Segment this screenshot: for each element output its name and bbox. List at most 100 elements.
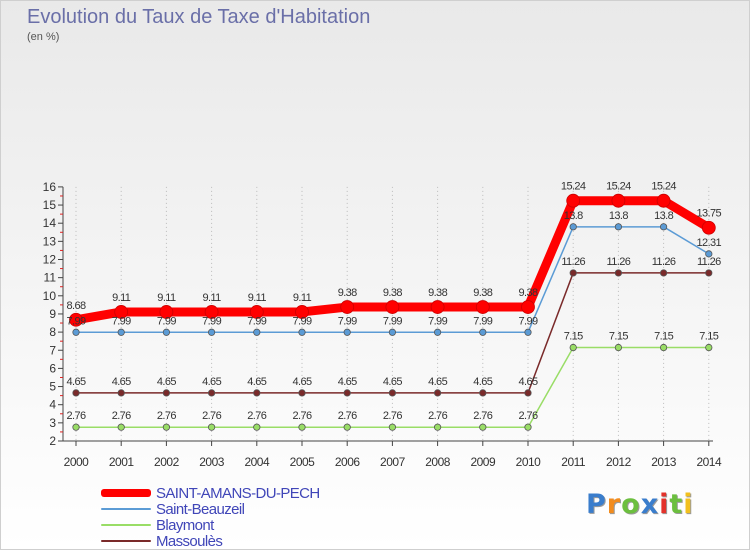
- data-label: 9.11: [293, 292, 312, 304]
- data-label: 2.76: [518, 410, 537, 422]
- data-point: [162, 328, 170, 336]
- data-label: 7.15: [609, 331, 628, 343]
- data-label: 4.65: [157, 376, 176, 388]
- data-point: [479, 389, 487, 397]
- data-point: [705, 343, 713, 352]
- data-label: 9.38: [473, 287, 492, 299]
- y-tick-label: 12: [43, 253, 57, 267]
- data-label: 4.65: [66, 376, 85, 388]
- data-point: [701, 220, 716, 235]
- data-label: 7.99: [157, 315, 176, 327]
- data-point: [114, 305, 129, 319]
- legend-label: SAINT-AMANS-DU-PECH: [156, 484, 320, 502]
- data-label: 4.65: [202, 376, 221, 388]
- data-label: 2.76: [202, 410, 221, 422]
- y-tick-label: 5: [49, 380, 56, 394]
- data-label: 15.24: [561, 181, 586, 193]
- data-label: 7.99: [338, 315, 357, 327]
- data-point: [433, 423, 442, 431]
- data-label: 2.76: [66, 410, 85, 422]
- legend-item: SAINT-AMANS-DU-PECH: [101, 484, 320, 502]
- data-point: [433, 389, 442, 397]
- data-point: [249, 305, 264, 319]
- data-point: [295, 305, 309, 319]
- y-tick-label: 16: [43, 180, 57, 194]
- data-point: [117, 423, 125, 431]
- x-tick-label: 2001: [109, 455, 135, 469]
- data-label: 9.11: [248, 292, 267, 304]
- legend-label: Blaymont: [156, 516, 214, 534]
- data-label: 2.76: [383, 410, 402, 422]
- data-label: 9.11: [202, 292, 221, 304]
- x-tick-label: 2012: [606, 455, 632, 469]
- data-label: 7.15: [654, 331, 673, 343]
- chart-data-labels: 8.68 9.11 9.11 9.11 9.11 9.11 9.38 9.38 9.38 9.38…: [66, 181, 722, 423]
- chart-axes: 2 3 4 5 6 7 8 9 10 11 12 13 14 15 16 2000 2001 2002 2003 20…: [43, 180, 723, 469]
- data-label: 7.99: [428, 315, 447, 327]
- data-label: 2.76: [112, 410, 131, 422]
- chart-title: Evolution du Taux de Taxe d'Habitation: [27, 6, 371, 28]
- data-label: 9.38: [428, 287, 447, 299]
- data-point: [343, 328, 351, 336]
- chart-legend: SAINT-AMANS-DU-PECH Saint-Beauzeil Blaymon…: [101, 485, 320, 549]
- legend-item: Massoulès: [101, 533, 320, 549]
- data-point: [204, 305, 219, 319]
- data-point: [72, 389, 80, 397]
- x-tick-label: 2000: [64, 455, 90, 469]
- data-point: [569, 223, 577, 231]
- data-label: 4.65: [292, 376, 311, 388]
- data-point: [614, 343, 623, 352]
- data-point: [162, 423, 170, 431]
- data-point: [656, 193, 671, 208]
- logo-letter: P: [586, 489, 607, 520]
- data-point: [614, 223, 623, 231]
- data-point: [566, 193, 581, 208]
- data-label: 7.15: [699, 331, 718, 343]
- y-tick-label: 3: [49, 416, 56, 430]
- data-point: [388, 328, 396, 336]
- data-point: [475, 300, 490, 314]
- data-point: [69, 312, 83, 327]
- series-2: [72, 343, 713, 431]
- data-label: 7.99: [292, 315, 311, 327]
- data-point: [340, 300, 355, 314]
- y-tick-label: 2: [49, 434, 56, 448]
- y-tick-label: 8: [49, 325, 56, 339]
- logo-letter: o: [621, 489, 641, 520]
- data-point: [72, 423, 80, 431]
- data-label: 2.76: [157, 410, 176, 422]
- data-label: 11.26: [607, 256, 631, 268]
- data-point: [159, 305, 174, 319]
- data-label: 2.76: [292, 410, 311, 422]
- y-tick-label: 9: [49, 307, 56, 321]
- chart-series: [69, 193, 716, 431]
- data-label: 7.99: [247, 315, 266, 327]
- data-point: [208, 389, 216, 397]
- data-point: [162, 389, 170, 397]
- data-label: 9.38: [338, 287, 357, 299]
- y-tick-label: 11: [44, 271, 57, 285]
- data-label: 9.11: [112, 292, 131, 304]
- data-point: [479, 423, 487, 431]
- chart-subtitle: (en %): [27, 31, 60, 43]
- data-point: [659, 343, 668, 352]
- data-label: 2.76: [428, 410, 447, 422]
- data-point: [298, 423, 306, 431]
- data-label: 11.26: [652, 256, 676, 268]
- x-tick-label: 2004: [244, 455, 270, 469]
- logo-letter: i: [683, 489, 694, 520]
- legend-swatch: [101, 489, 151, 497]
- legend-swatch: [101, 540, 151, 542]
- data-label: 9.38: [383, 287, 402, 299]
- data-label: 2.76: [473, 410, 492, 422]
- x-tick-label: 2014: [696, 455, 722, 469]
- x-tick-label: 2006: [335, 455, 361, 469]
- data-label: 7.99: [112, 315, 131, 327]
- data-point: [659, 269, 668, 277]
- legend-item: Saint-Beauzeil: [101, 501, 320, 518]
- data-point: [117, 328, 125, 336]
- data-point: [569, 343, 577, 352]
- data-label: 2.76: [338, 410, 357, 422]
- data-point: [524, 423, 532, 431]
